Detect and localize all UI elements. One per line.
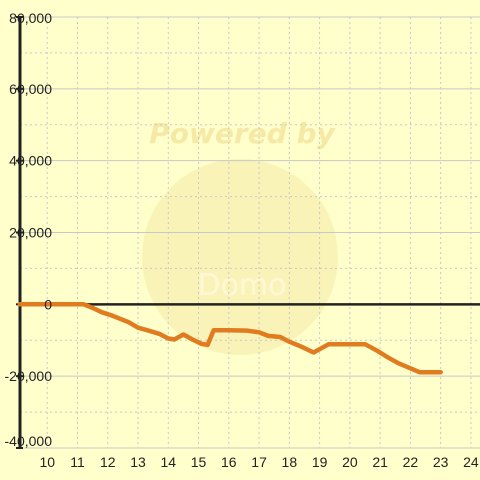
- watermark-circle: [142, 159, 338, 355]
- x-tick-label-21: 21: [372, 454, 388, 470]
- x-tick-label-13: 13: [130, 454, 146, 470]
- series: [17, 302, 443, 375]
- y-tick-label-60,000: 60,000: [9, 81, 52, 97]
- x-tick-label-18: 18: [282, 454, 298, 470]
- y-tick-label--40,000: -40,000: [5, 433, 53, 449]
- y-tick-label--20,000: -20,000: [5, 368, 53, 384]
- watermark-top-text: Powered by: [149, 117, 336, 150]
- y-tick-label-0: 0: [44, 296, 52, 312]
- x-tick-label-23: 23: [433, 454, 449, 470]
- x-tick-label-15: 15: [191, 454, 207, 470]
- x-tick-label-19: 19: [312, 454, 328, 470]
- watermark-bottom-text: Domo: [197, 268, 286, 303]
- y-tick-label-20,000: 20,000: [9, 225, 52, 241]
- x-tick-label-11: 11: [70, 454, 85, 470]
- series-line-0: [17, 302, 443, 375]
- x-tick-label-14: 14: [161, 454, 177, 470]
- x-tick-label-20: 20: [342, 454, 358, 470]
- x-tick-label-10: 10: [39, 454, 55, 470]
- y-tick-label-40,000: 40,000: [9, 153, 52, 169]
- x-tick-label-16: 16: [221, 454, 237, 470]
- x-tick-label-17: 17: [251, 454, 267, 470]
- x-tick-label-12: 12: [100, 454, 116, 470]
- watermark: Powered by Domo: [142, 117, 338, 355]
- tick-labels: -40,000 -20,000 0 20,000 40,000 60,000 80,000 1…: [5, 10, 479, 470]
- y-tick-label-80,000: 80,000: [9, 10, 52, 26]
- x-tick-label-24: 24: [463, 454, 479, 470]
- grid: [20, 16, 480, 449]
- x-tick-label-22: 22: [403, 454, 419, 470]
